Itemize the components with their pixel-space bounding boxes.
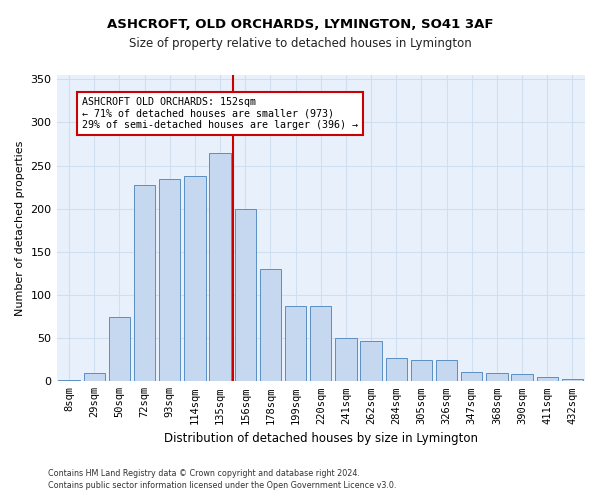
Bar: [536, 377, 558, 382]
Text: ASHCROFT OLD ORCHARDS: 152sqm
← 71% of detached houses are smaller (973)
29% of : ASHCROFT OLD ORCHARDS: 152sqm ← 71% of d…: [82, 96, 358, 130]
Bar: [386, 358, 407, 382]
Bar: [184, 176, 206, 382]
Bar: [361, 341, 382, 382]
Bar: [260, 269, 281, 382]
Bar: [436, 360, 457, 382]
Bar: [562, 378, 583, 382]
Text: Contains public sector information licensed under the Open Government Licence v3: Contains public sector information licen…: [48, 481, 397, 490]
Bar: [134, 184, 155, 382]
Bar: [461, 372, 482, 382]
Bar: [411, 360, 432, 382]
Bar: [83, 372, 105, 382]
Bar: [486, 372, 508, 382]
X-axis label: Distribution of detached houses by size in Lymington: Distribution of detached houses by size …: [164, 432, 478, 445]
Bar: [159, 178, 181, 382]
Text: ASHCROFT, OLD ORCHARDS, LYMINGTON, SO41 3AF: ASHCROFT, OLD ORCHARDS, LYMINGTON, SO41 …: [107, 18, 493, 30]
Y-axis label: Number of detached properties: Number of detached properties: [15, 140, 25, 316]
Bar: [58, 380, 80, 382]
Bar: [209, 152, 231, 382]
Text: Size of property relative to detached houses in Lymington: Size of property relative to detached ho…: [128, 38, 472, 51]
Bar: [310, 306, 331, 382]
Bar: [109, 316, 130, 382]
Bar: [235, 208, 256, 382]
Text: Contains HM Land Registry data © Crown copyright and database right 2024.: Contains HM Land Registry data © Crown c…: [48, 468, 360, 477]
Bar: [335, 338, 356, 382]
Bar: [285, 306, 307, 382]
Bar: [511, 374, 533, 382]
